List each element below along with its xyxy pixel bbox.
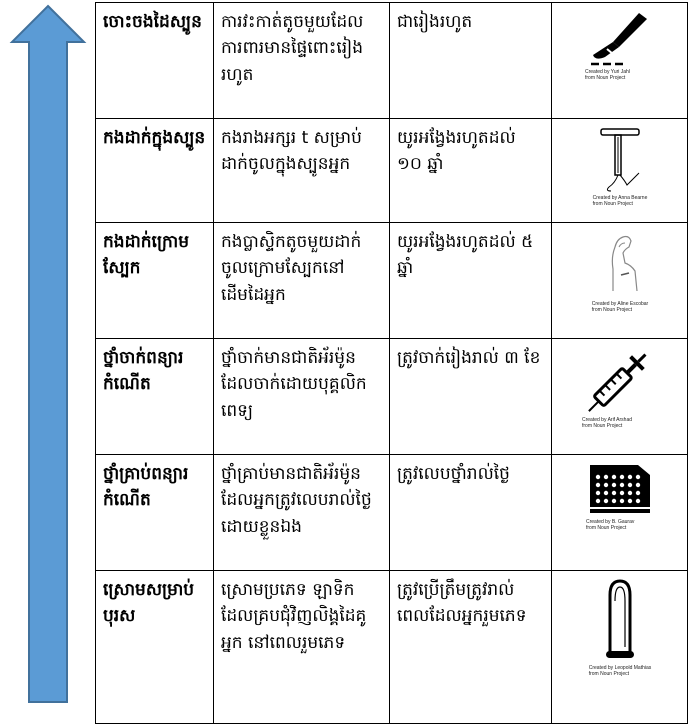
method-name: កងដាក់ក្នុងស្បូន	[95, 118, 214, 223]
method-duration: ត្រូវប្រើត្រឹមត្រូវរាល់ពេលដែលអ្នករួមភេទ	[389, 570, 552, 724]
icon-credit: Created by Yuri Jahl from Noun Project	[585, 69, 630, 81]
icon-credit: Created by Arif Arshad from Noun Project	[582, 417, 633, 429]
method-name: ថ្នាំគ្រាប់ពន្យារកំណើត	[95, 454, 214, 571]
method-duration: ត្រូវចាក់រៀងរាល់ ៣ ខែ	[389, 338, 552, 455]
method-name: ស្រោមសម្រាប់បុរស	[95, 570, 214, 724]
method-name: ថ្នាំចាក់ពន្យារកំណើត	[95, 338, 214, 455]
syringe-icon	[588, 353, 647, 412]
arm-implant-icon	[611, 235, 638, 292]
table-row: កងដាក់ក្រោមស្បែក កងប្លាស្ទិកតូចមួយដាក់ចូ…	[95, 222, 688, 339]
method-duration: ជារៀងរហូត	[389, 2, 552, 119]
table-row: ថ្នាំគ្រាប់ពន្យារកំណើត ថ្នាំគ្រាប់មានជាត…	[95, 454, 688, 571]
method-description: ថ្នាំចាក់មានជាតិអ័រម៉ូនដែលចាក់ដោយបុគ្គលិ…	[213, 338, 390, 455]
icon-credit: Created by Leopold Mathias from Noun Proj…	[588, 665, 652, 677]
effectiveness-arrow	[9, 4, 87, 703]
scalpel-icon	[591, 13, 647, 66]
iud-icon	[600, 128, 640, 192]
table-row: កងដាក់ក្នុងស្បូន កងរាងអក្សរ t សម្រាប់ដាក…	[95, 118, 688, 223]
method-name: ចោះចងដៃស្បូន	[95, 2, 214, 119]
method-description: កងប្លាស្ទិកតូចមួយដាក់ចូលក្រោមស្បែកនៅដើមដ…	[213, 222, 390, 339]
table-row: ចោះចងដៃស្បូន ការវះកាត់តូចមួយដែលការពារមាន…	[95, 2, 688, 119]
method-description: ថ្នាំគ្រាប់មានជាតិអ័រម៉ូនដែលអ្នកត្រូវលេប…	[213, 454, 390, 571]
icon-credit: Created by Anna Bearne from Noun Project	[592, 195, 648, 207]
table-row: ស្រោមសម្រាប់បុរស ស្រោមប្រភេទ ឡាទិក ដែលគ្…	[95, 570, 688, 724]
method-description: កងរាងអក្សរ t សម្រាប់ដាក់ចូលក្នុងស្បូនអ្ន…	[213, 118, 390, 223]
method-duration: ត្រូវលេបថ្នាំរាល់ថ្ងៃ	[389, 454, 552, 571]
method-duration: យូរអង្វែងរហូតដល់ ៥ ឆ្នាំ	[389, 222, 552, 339]
method-description: ស្រោមប្រភេទ ឡាទិក ដែលគ្របជុំវិញលិង្គដៃគូ…	[213, 570, 390, 724]
method-description: ការវះកាត់តូចមួយដែលការពារមានផ្ទៃពោះរៀងរហូ…	[213, 2, 390, 119]
table-row: ថ្នាំចាក់ពន្យារកំណើត ថ្នាំចាក់មានជាតិអ័រ…	[95, 338, 688, 455]
icon-credit: Created by B. Gaurav from Noun Project	[586, 519, 635, 531]
pill-pack-icon	[590, 465, 650, 513]
condom-icon	[605, 579, 634, 658]
method-name: កងដាក់ក្រោមស្បែក	[95, 222, 214, 339]
method-duration: យូរអង្វែងរហូតដល់ ១០ ឆ្នាំ	[389, 118, 552, 223]
contraception-table: ចោះចងដៃស្បូន ការវះកាត់តូចមួយដែលការពារមាន…	[95, 2, 688, 724]
icon-credit: Created by Aline Escobar from Noun Projec…	[591, 301, 649, 313]
